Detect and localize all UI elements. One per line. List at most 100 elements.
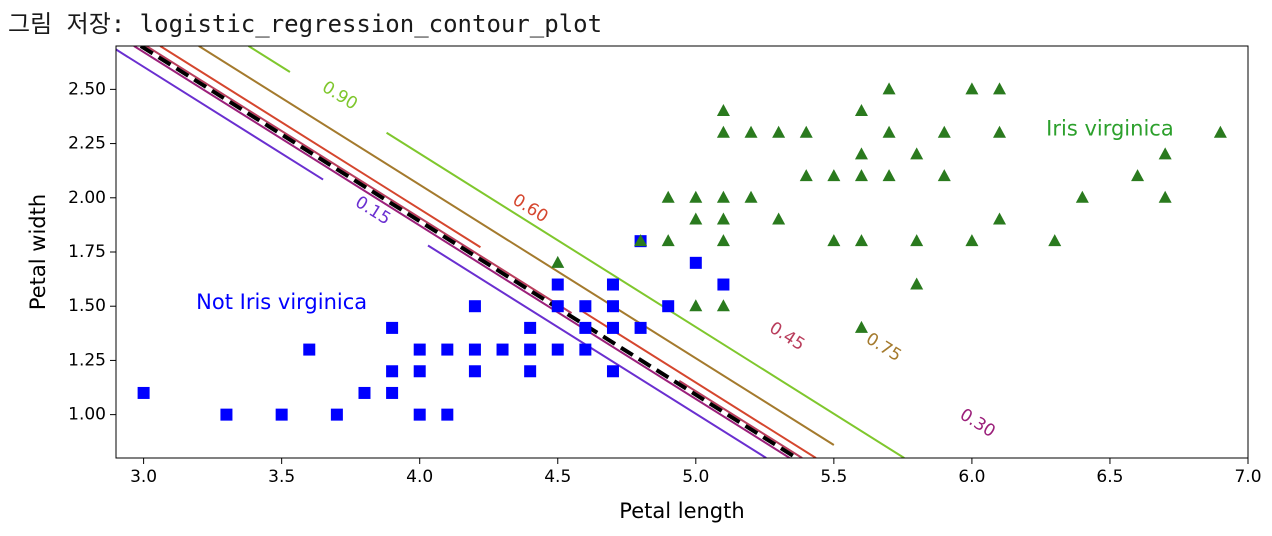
point-not-iris-virginica-29 [606, 321, 619, 334]
point-iris-virginica-20 [827, 234, 841, 247]
point-iris-virginica-21 [854, 104, 868, 117]
point-iris-virginica-40 [1075, 190, 1089, 203]
point-iris-virginica-37 [993, 125, 1007, 138]
point-not-iris-virginica-19 [524, 343, 537, 356]
point-iris-virginica-22 [854, 147, 868, 160]
point-iris-virginica-34 [965, 82, 979, 95]
point-iris-virginica-41 [1131, 169, 1145, 182]
contour-label-0.75: 0.75 [862, 329, 905, 366]
point-iris-virginica-2 [661, 190, 675, 203]
point-iris-virginica-26 [882, 82, 896, 95]
point-iris-virginica-1 [634, 234, 648, 247]
contour-label-0.90: 0.90 [318, 77, 361, 114]
data-points [137, 82, 1227, 421]
point-not-iris-virginica-27 [606, 278, 619, 291]
point-not-iris-virginica-20 [524, 365, 537, 378]
contour-label-0.60: 0.60 [509, 190, 552, 227]
point-not-iris-virginica-8 [386, 386, 399, 399]
x-tick-label-0: 3.0 [130, 467, 157, 487]
x-tick-label-2: 4.0 [406, 467, 433, 487]
point-iris-virginica-39 [1048, 234, 1062, 247]
point-not-iris-virginica-22 [551, 300, 564, 313]
contour-line-0.45-seg-1 [678, 379, 803, 458]
contour-line-0.45-seg-0 [145, 46, 573, 314]
point-not-iris-virginica-25 [579, 321, 592, 334]
point-iris-virginica-19 [827, 169, 841, 182]
point-not-iris-virginica-5 [358, 386, 371, 399]
point-iris-virginica-24 [854, 234, 868, 247]
point-not-iris-virginica-11 [413, 408, 426, 421]
point-iris-virginica-32 [937, 125, 951, 138]
y-axis-label: Petal width [26, 194, 50, 310]
point-iris-virginica-31 [910, 277, 924, 290]
point-iris-virginica-9 [716, 190, 730, 203]
point-iris-virginica-43 [1158, 190, 1172, 203]
contour-line-0.90-seg-1 [386, 131, 905, 458]
annotation-iris-virginica: Iris virginica [1046, 116, 1174, 140]
point-iris-virginica-6 [689, 299, 703, 312]
contour-line-0.60-seg-0 [159, 46, 481, 249]
point-iris-virginica-5 [689, 212, 703, 225]
x-tick-label-1: 3.5 [268, 467, 295, 487]
contour-line-0.15-seg-0 [116, 48, 324, 181]
point-iris-virginica-8 [716, 125, 730, 138]
contour-line-0.75-seg-0 [198, 46, 835, 446]
point-not-iris-virginica-21 [551, 278, 564, 291]
point-iris-virginica-17 [799, 125, 813, 138]
point-iris-virginica-11 [716, 234, 730, 247]
point-not-iris-virginica-9 [413, 343, 426, 356]
figure-caption: 그림 저장: logistic_regression_contour_plot [8, 10, 603, 38]
y-tick-label-3: 1.75 [68, 242, 106, 262]
annotation-not-iris-virginica: Not Iris virginica [196, 290, 367, 314]
point-iris-virginica-29 [910, 147, 924, 160]
contour-lines [116, 46, 905, 458]
point-not-iris-virginica-4 [330, 408, 343, 421]
point-iris-virginica-10 [716, 212, 730, 225]
x-tick-label-7: 6.5 [1096, 467, 1123, 487]
point-not-iris-virginica-14 [468, 300, 481, 313]
point-not-iris-virginica-15 [468, 343, 481, 356]
point-iris-virginica-28 [882, 169, 896, 182]
point-iris-virginica-3 [661, 234, 675, 247]
plot-frame [115, 45, 1249, 459]
point-not-iris-virginica-0 [137, 386, 150, 399]
point-iris-virginica-25 [854, 320, 868, 333]
point-iris-virginica-4 [689, 190, 703, 203]
contour-label-0.45: 0.45 [766, 318, 809, 355]
point-iris-virginica-23 [854, 169, 868, 182]
contour-label-0.30: 0.30 [956, 405, 999, 442]
point-iris-virginica-27 [882, 125, 896, 138]
point-not-iris-virginica-10 [413, 365, 426, 378]
point-not-iris-virginica-6 [386, 321, 399, 334]
x-axis-label: Petal length [619, 499, 744, 523]
point-iris-virginica-18 [799, 169, 813, 182]
point-not-iris-virginica-23 [551, 343, 564, 356]
axis-ticks: 3.0 3.5 4.0 4.5 5.0 5.5 6.0 6.5 7.0 1.00 1.25 1.50 1… [68, 79, 1261, 487]
point-iris-virginica-14 [744, 190, 758, 203]
point-iris-virginica-0 [551, 255, 565, 268]
y-tick-label-2: 1.50 [68, 296, 106, 316]
point-not-iris-virginica-16 [468, 365, 481, 378]
y-tick-label-0: 1.00 [68, 405, 106, 425]
contour-line-0.30-seg-0 [133, 46, 792, 458]
point-iris-virginica-30 [910, 234, 924, 247]
point-not-iris-virginica-28 [606, 300, 619, 313]
point-not-iris-virginica-26 [579, 343, 592, 356]
point-not-iris-virginica-2 [275, 408, 288, 421]
point-not-iris-virginica-1 [220, 408, 233, 421]
point-iris-virginica-12 [716, 299, 730, 312]
y-tick-label-1: 1.25 [68, 350, 106, 370]
point-not-iris-virginica-7 [386, 365, 399, 378]
point-iris-virginica-44 [1213, 125, 1227, 138]
point-iris-virginica-7 [716, 104, 730, 117]
x-tick-label-3: 4.5 [544, 467, 571, 487]
contour-line-0.90-seg-0 [247, 46, 291, 73]
point-iris-virginica-33 [937, 169, 951, 182]
point-iris-virginica-16 [772, 212, 786, 225]
y-tick-label-4: 2.00 [68, 188, 106, 208]
point-iris-virginica-36 [993, 82, 1007, 95]
y-tick-label-6: 2.50 [68, 79, 106, 99]
point-not-iris-virginica-24 [579, 300, 592, 313]
point-not-iris-virginica-18 [524, 321, 537, 334]
